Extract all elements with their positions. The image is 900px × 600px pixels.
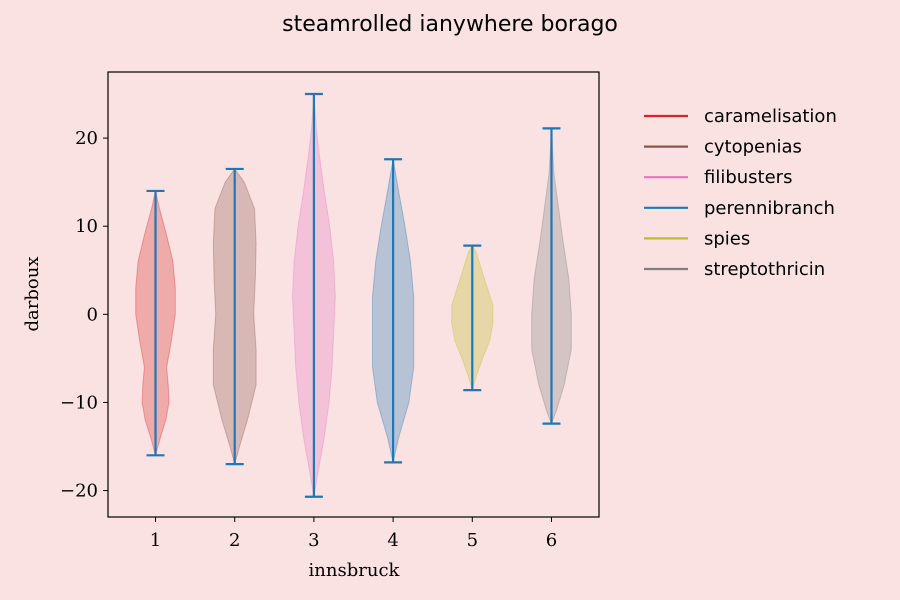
legend-label-filibusters: filibusters [704, 167, 792, 188]
y-axis-label: darboux [22, 257, 43, 332]
plot-frame [107, 71, 600, 518]
y-tick-label-1: −10 [60, 392, 98, 413]
legend-label-streptothricin: streptothricin [704, 259, 825, 280]
x-tick-label-4: 4 [387, 530, 398, 551]
x-axis-label: innsbruck [309, 560, 401, 581]
x-tick-label-1: 1 [150, 530, 161, 551]
y-tick-label-4: 20 [75, 128, 98, 149]
x-tick-label-5: 5 [467, 530, 478, 551]
chart-title: steamrolled ianywhere borago [282, 12, 618, 37]
legend-label-caramelisation: caramelisation [704, 106, 837, 127]
legend-label-cytopenias: cytopenias [704, 137, 802, 158]
y-tick-label-3: 10 [75, 216, 98, 237]
legend: caramelisation cytopenias filibusters peren… [644, 106, 837, 280]
x-tick-label-2: 2 [229, 530, 240, 551]
x-tick-label-6: 6 [546, 530, 557, 551]
y-tick-label-0: −20 [60, 481, 98, 502]
x-tick-label-3: 3 [308, 530, 319, 551]
legend-label-perennibranch: perennibranch [704, 198, 835, 219]
y-tick-label-2: 0 [87, 304, 98, 325]
tick-layer: 1 2 3 4 5 6 −20 −10 0 10 20 [60, 128, 557, 551]
legend-label-spies: spies [704, 228, 750, 249]
violin-layer [135, 92, 572, 498]
